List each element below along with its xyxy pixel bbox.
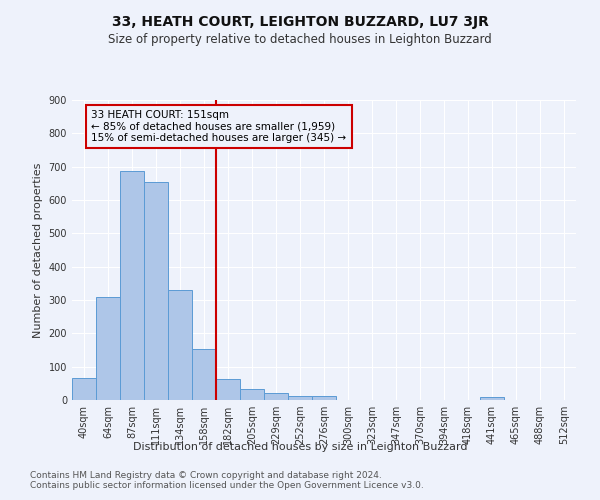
Text: 33, HEATH COURT, LEIGHTON BUZZARD, LU7 3JR: 33, HEATH COURT, LEIGHTON BUZZARD, LU7 3…: [112, 15, 488, 29]
Text: 33 HEATH COURT: 151sqm
← 85% of detached houses are smaller (1,959)
15% of semi-: 33 HEATH COURT: 151sqm ← 85% of detached…: [91, 110, 346, 143]
Bar: [264, 393, 288, 400]
Bar: [144, 182, 168, 400]
Bar: [288, 396, 312, 400]
Bar: [240, 390, 264, 400]
Bar: [120, 170, 144, 400]
Text: Size of property relative to detached houses in Leighton Buzzard: Size of property relative to detached ho…: [108, 32, 492, 46]
Bar: [168, 290, 192, 400]
Text: Contains HM Land Registry data © Crown copyright and database right 2024.
Contai: Contains HM Land Registry data © Crown c…: [30, 470, 424, 490]
Y-axis label: Number of detached properties: Number of detached properties: [33, 162, 43, 338]
Bar: [96, 298, 120, 400]
Bar: [192, 350, 216, 400]
Bar: [216, 379, 240, 400]
Bar: [72, 378, 96, 400]
Text: Distribution of detached houses by size in Leighton Buzzard: Distribution of detached houses by size …: [133, 442, 467, 452]
Bar: [480, 396, 504, 400]
Bar: [312, 396, 336, 400]
